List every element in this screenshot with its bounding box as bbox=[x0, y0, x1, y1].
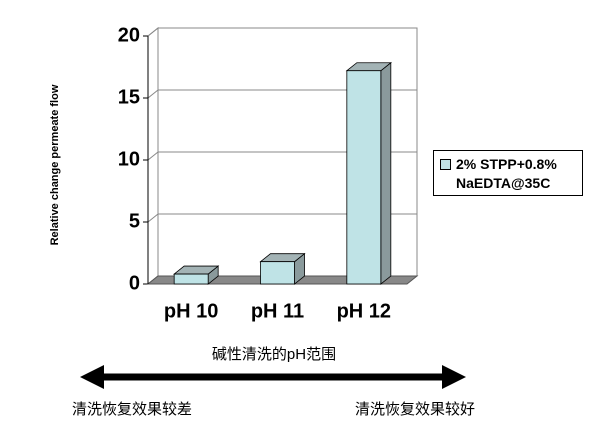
y-tick-label: 15 bbox=[118, 86, 140, 108]
bar-side bbox=[380, 61, 392, 285]
right-note: 清洗恢复效果较好 bbox=[355, 400, 475, 418]
legend-swatch bbox=[440, 159, 451, 170]
legend: 2% STPP+0.8% NaEDTA@35C bbox=[433, 150, 583, 196]
y-tick-label: 0 bbox=[129, 272, 140, 294]
grid-line-side bbox=[147, 151, 159, 161]
left-note: 清洗恢复效果较差 bbox=[72, 400, 192, 418]
grid-line-side bbox=[147, 27, 159, 37]
bar bbox=[346, 70, 382, 285]
grid-line-side bbox=[147, 213, 159, 223]
legend-label: 2% STPP+0.8% NaEDTA@35C bbox=[456, 156, 557, 191]
range-title: 碱性清洗的pH范围 bbox=[212, 346, 336, 363]
x-tick-label: pH 11 bbox=[251, 300, 304, 322]
bar bbox=[260, 261, 295, 285]
arrow-head-right bbox=[442, 365, 466, 389]
arrow-head-left bbox=[80, 365, 104, 389]
x-tick-label: pH 12 bbox=[337, 300, 391, 322]
y-tick-label: 5 bbox=[129, 210, 140, 232]
grid-line-side bbox=[147, 89, 159, 99]
y-tick-label: 10 bbox=[118, 148, 140, 170]
y-tick-label: 20 bbox=[118, 24, 140, 46]
x-tick-label: pH 10 bbox=[164, 300, 218, 322]
bar bbox=[173, 273, 209, 285]
y-axis-label: Relative change permeate flow bbox=[49, 84, 61, 245]
